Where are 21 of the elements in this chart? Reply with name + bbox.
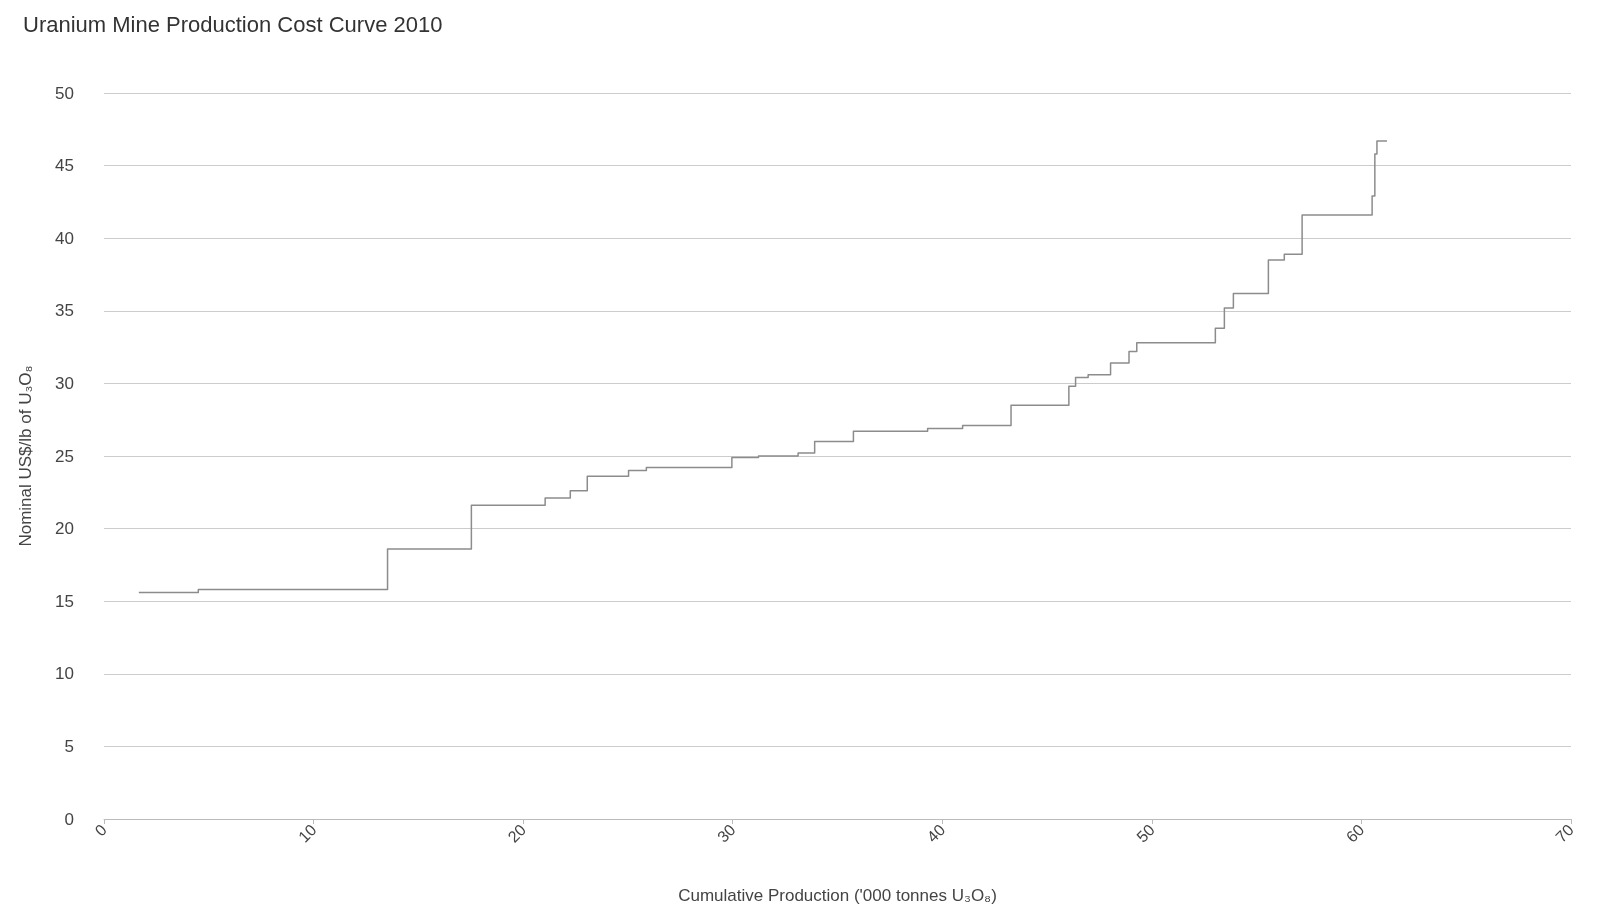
x-tick-label: 10: [294, 820, 320, 846]
x-tick-label: 30: [714, 820, 739, 846]
y-tick-label: 30: [55, 373, 74, 393]
y-tick-label: 5: [64, 736, 74, 756]
y-tick-label: 10: [55, 664, 74, 684]
y-tick-label: 15: [55, 591, 74, 611]
x-tick-label: 60: [1342, 820, 1368, 846]
y-tick-label: 20: [55, 519, 74, 539]
x-tick-label: 20: [504, 820, 530, 846]
y-tick-label: 35: [55, 301, 74, 321]
chart-title: Uranium Mine Production Cost Curve 2010: [23, 11, 443, 37]
x-tick-label: 0: [91, 820, 111, 840]
y-tick-label: 40: [55, 228, 74, 248]
x-axis-title: Cumulative Production ('000 tonnes U₃O₈): [678, 886, 997, 905]
x-tick-label: 50: [1133, 820, 1158, 846]
y-tick-label: 45: [55, 156, 74, 176]
y-axis-title: Nominal US$/lb of U₃O₈: [16, 365, 35, 547]
x-tick-label: 40: [923, 820, 949, 846]
x-tick-label: 70: [1552, 820, 1578, 846]
y-tick-label: 25: [55, 446, 74, 466]
y-tick-label: 50: [55, 83, 74, 103]
